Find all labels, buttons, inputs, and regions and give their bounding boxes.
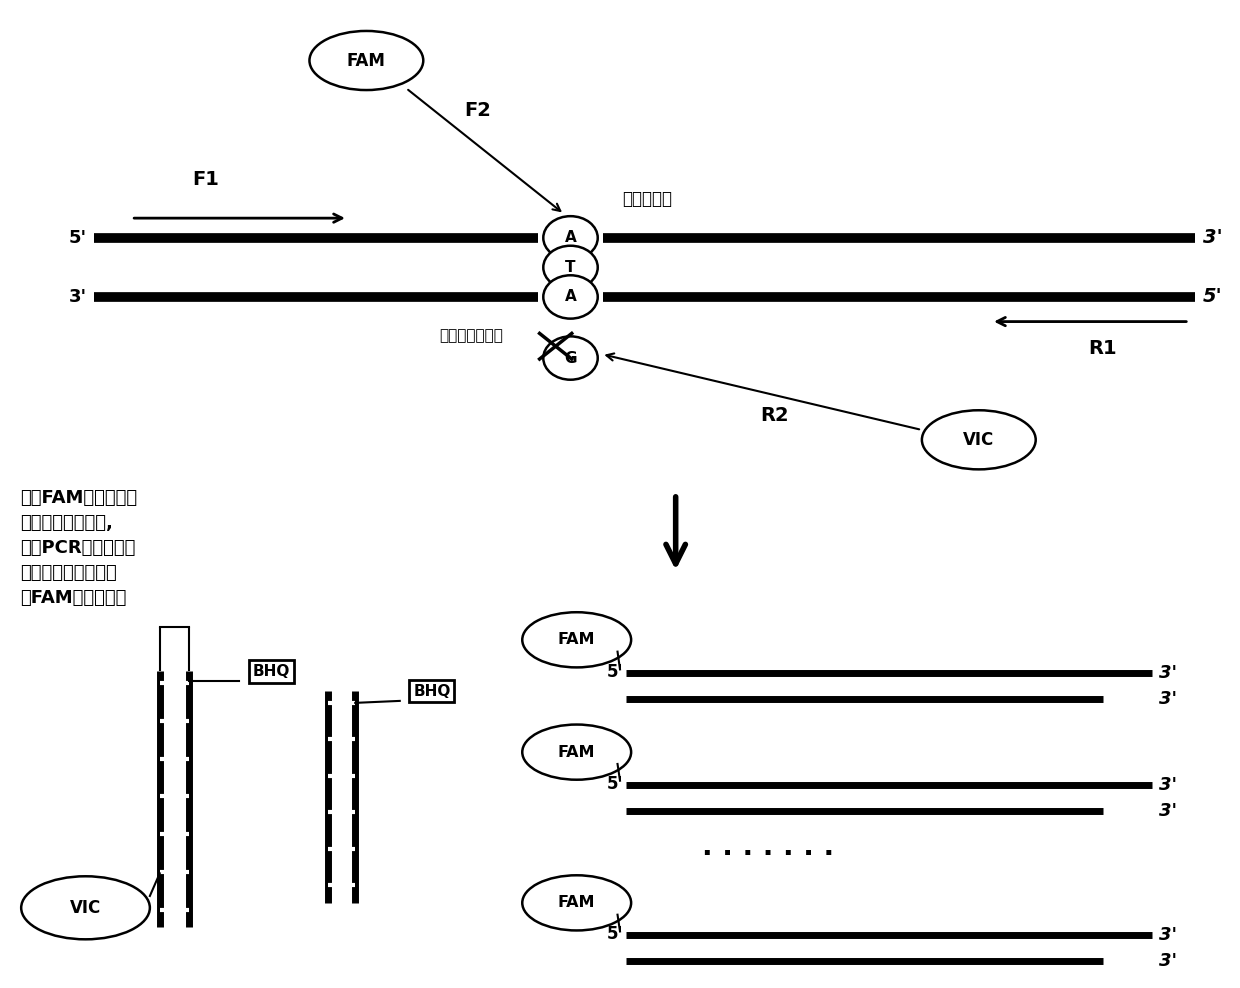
Text: 3': 3' bbox=[1203, 228, 1223, 247]
Text: VIC: VIC bbox=[963, 431, 994, 449]
Ellipse shape bbox=[310, 31, 423, 90]
Text: BHQ: BHQ bbox=[253, 664, 290, 679]
Text: FAM: FAM bbox=[347, 51, 386, 69]
Text: 含有FAM荧光标记的
特异性引物被消耗,
形成PCR产物无法与
淥火基团锁核酸配对
，FAM荧光释放。: 含有FAM荧光标记的 特异性引物被消耗, 形成PCR产物无法与 淥火基团锁核酸配… bbox=[20, 489, 138, 607]
Ellipse shape bbox=[522, 724, 631, 780]
Text: 5': 5' bbox=[1203, 288, 1223, 306]
Text: F1: F1 bbox=[192, 170, 219, 189]
Ellipse shape bbox=[543, 276, 598, 319]
Ellipse shape bbox=[543, 336, 598, 379]
Text: 5': 5' bbox=[608, 926, 624, 944]
Text: 3': 3' bbox=[1159, 927, 1178, 945]
Ellipse shape bbox=[921, 410, 1035, 469]
Text: T: T bbox=[565, 260, 575, 275]
Text: R2: R2 bbox=[760, 406, 789, 425]
Text: 5': 5' bbox=[608, 775, 624, 792]
Text: 不匹配无法扩增: 不匹配无法扩增 bbox=[440, 328, 503, 344]
Text: FAM: FAM bbox=[558, 745, 595, 760]
Text: 3': 3' bbox=[1159, 776, 1178, 793]
Text: VIC: VIC bbox=[69, 899, 102, 917]
Text: G: G bbox=[564, 351, 577, 366]
Text: 5': 5' bbox=[608, 663, 624, 682]
Ellipse shape bbox=[522, 875, 631, 931]
Text: 3': 3' bbox=[1159, 664, 1178, 683]
Text: 匹配可扩增: 匹配可扩增 bbox=[622, 191, 672, 208]
Text: F2: F2 bbox=[464, 101, 491, 120]
Ellipse shape bbox=[543, 246, 598, 289]
Text: 3': 3' bbox=[1159, 690, 1178, 708]
Text: 3': 3' bbox=[1159, 802, 1178, 820]
Text: R1: R1 bbox=[1089, 339, 1117, 359]
Text: 3': 3' bbox=[1159, 952, 1178, 970]
Text: 3': 3' bbox=[68, 288, 87, 306]
Ellipse shape bbox=[543, 216, 598, 260]
Text: BHQ: BHQ bbox=[413, 684, 450, 699]
Text: A: A bbox=[564, 230, 577, 245]
Text: FAM: FAM bbox=[558, 895, 595, 910]
Ellipse shape bbox=[522, 613, 631, 668]
Text: A: A bbox=[564, 289, 577, 304]
Text: FAM: FAM bbox=[558, 632, 595, 647]
Ellipse shape bbox=[21, 876, 150, 940]
Text: · · · · · · ·: · · · · · · · bbox=[702, 840, 835, 867]
Text: 5': 5' bbox=[68, 229, 87, 247]
